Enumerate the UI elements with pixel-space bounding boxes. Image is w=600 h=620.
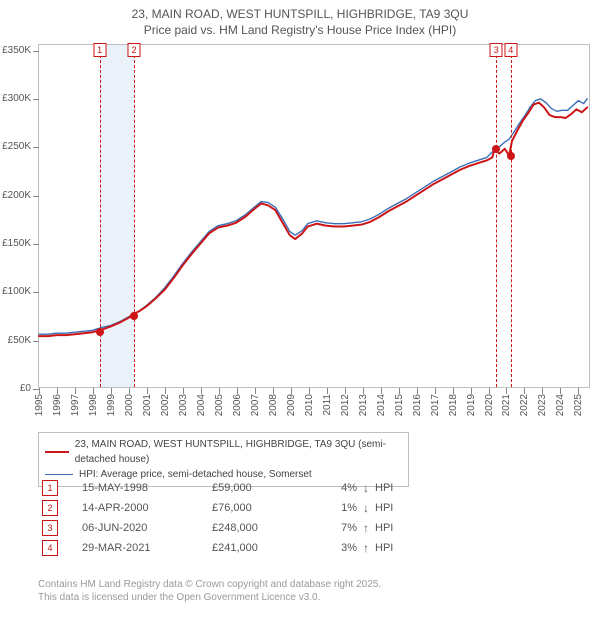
sale-date: 06-JUN-2020 (82, 522, 212, 534)
arrow-up-icon: ↑ (357, 521, 375, 535)
x-tick-label: 2014 (376, 394, 387, 416)
credits-line: This data is licensed under the Open Gov… (38, 591, 381, 604)
chart-lines-svg (39, 45, 589, 387)
x-tick-label: 2009 (286, 394, 297, 416)
sale-price: £76,000 (212, 502, 327, 514)
x-tick-label: 2013 (358, 394, 369, 416)
sale-row: 4 29-MAR-2021£241,0003%↑HPI (38, 538, 598, 558)
x-tick-label: 2022 (519, 394, 530, 416)
sale-pct: 1% (327, 502, 357, 514)
x-tick-label: 1995 (34, 394, 45, 416)
y-tick-label: £100K (2, 286, 31, 297)
x-tick-label: 2021 (501, 394, 512, 416)
series-line-hpi (39, 99, 587, 334)
x-tick-label: 2006 (232, 394, 243, 416)
y-tickmark (33, 51, 39, 52)
legend-swatch-hpi (45, 474, 73, 475)
sale-index-badge: 1 (42, 480, 58, 496)
x-tick-label: 2002 (160, 394, 171, 416)
x-tick-label: 2003 (178, 394, 189, 416)
sale-hpi-label: HPI (375, 482, 405, 494)
legend-swatch-property (45, 451, 69, 453)
sale-guide-line (511, 45, 512, 387)
y-tick-label: £250K (2, 141, 31, 152)
y-tickmark (33, 196, 39, 197)
x-tick-label: 2024 (555, 394, 566, 416)
sale-date: 15-MAY-1998 (82, 482, 212, 494)
credits-line: Contains HM Land Registry data © Crown c… (38, 578, 381, 591)
x-tick-label: 2000 (124, 394, 135, 416)
y-tickmark (33, 341, 39, 342)
x-tick-label: 2020 (484, 394, 495, 416)
sale-date: 29-MAR-2021 (82, 542, 212, 554)
arrow-down-icon: ↓ (357, 501, 375, 515)
sale-guide-line (496, 45, 497, 387)
sale-marker-label: 2 (128, 43, 141, 57)
sale-pct: 3% (327, 542, 357, 554)
x-tick-label: 2007 (250, 394, 261, 416)
sale-hpi-label: HPI (375, 522, 405, 534)
sale-pct: 4% (327, 482, 357, 494)
y-tickmark (33, 244, 39, 245)
legend-label-property: 23, MAIN ROAD, WEST HUNTSPILL, HIGHBRIDG… (75, 437, 402, 467)
chart-title-line2: Price paid vs. HM Land Registry's House … (0, 22, 600, 38)
sale-hpi-label: HPI (375, 542, 405, 554)
x-tick-label: 2004 (196, 394, 207, 416)
y-tick-label: £350K (2, 45, 31, 56)
arrow-up-icon: ↑ (357, 541, 375, 555)
y-tick-label: £150K (2, 238, 31, 249)
sale-index-badge: 4 (42, 540, 58, 556)
y-tickmark (33, 147, 39, 148)
y-tickmark (33, 99, 39, 100)
sale-guide-line (134, 45, 135, 387)
sale-row: 2 14-APR-2000£76,0001%↓HPI (38, 498, 598, 518)
sale-marker-dot (507, 152, 515, 160)
x-tick-label: 2005 (214, 394, 225, 416)
x-tick-label: 1996 (52, 394, 63, 416)
sale-marker-label: 4 (504, 43, 517, 57)
sale-row: 3 06-JUN-2020£248,0007%↑HPI (38, 518, 598, 538)
sale-index-badge: 3 (42, 520, 58, 536)
x-tick-label: 2010 (304, 394, 315, 416)
x-tick-label: 1999 (106, 394, 117, 416)
sale-marker-dot (492, 145, 500, 153)
x-tick-label: 2015 (394, 394, 405, 416)
y-tick-label: £200K (2, 190, 31, 201)
x-tick-label: 2025 (573, 394, 584, 416)
x-tick-label: 1998 (88, 394, 99, 416)
sale-date: 14-APR-2000 (82, 502, 212, 514)
x-tick-label: 2008 (268, 394, 279, 416)
sale-price: £59,000 (212, 482, 327, 494)
x-tick-label: 1997 (70, 394, 81, 416)
x-tick-label: 2023 (537, 394, 548, 416)
sales-table: 115-MAY-1998£59,0004%↓HPI214-APR-2000£76… (38, 478, 598, 558)
x-tick-label: 2019 (466, 394, 477, 416)
sale-price: £241,000 (212, 542, 327, 554)
y-tick-label: £0 (20, 383, 31, 394)
y-tickmark (33, 292, 39, 293)
x-tick-label: 2016 (412, 394, 423, 416)
chart-plot-area: £0£50K£100K£150K£200K£250K£300K£350K1995… (38, 44, 590, 388)
sale-index-badge: 2 (42, 500, 58, 516)
x-tick-label: 2018 (448, 394, 459, 416)
sale-pct: 7% (327, 522, 357, 534)
sale-marker-label: 3 (490, 43, 503, 57)
arrow-down-icon: ↓ (357, 481, 375, 495)
sale-row: 1 15-MAY-1998£59,0004%↓HPI (38, 478, 598, 498)
x-tick-label: 2012 (340, 394, 351, 416)
legend-row-property: 23, MAIN ROAD, WEST HUNTSPILL, HIGHBRIDG… (45, 437, 402, 467)
x-tick-label: 2001 (142, 394, 153, 416)
y-tick-label: £50K (8, 335, 31, 346)
series-line-property (39, 103, 587, 336)
sale-marker-dot (96, 328, 104, 336)
y-tick-label: £300K (2, 93, 31, 104)
x-tick-label: 2017 (430, 394, 441, 416)
sale-price: £248,000 (212, 522, 327, 534)
sale-marker-label: 1 (93, 43, 106, 57)
sale-marker-dot (130, 312, 138, 320)
sale-hpi-label: HPI (375, 502, 405, 514)
credits: Contains HM Land Registry data © Crown c… (38, 578, 381, 604)
x-tick-label: 2011 (322, 394, 333, 416)
chart-title-line1: 23, MAIN ROAD, WEST HUNTSPILL, HIGHBRIDG… (0, 6, 600, 22)
